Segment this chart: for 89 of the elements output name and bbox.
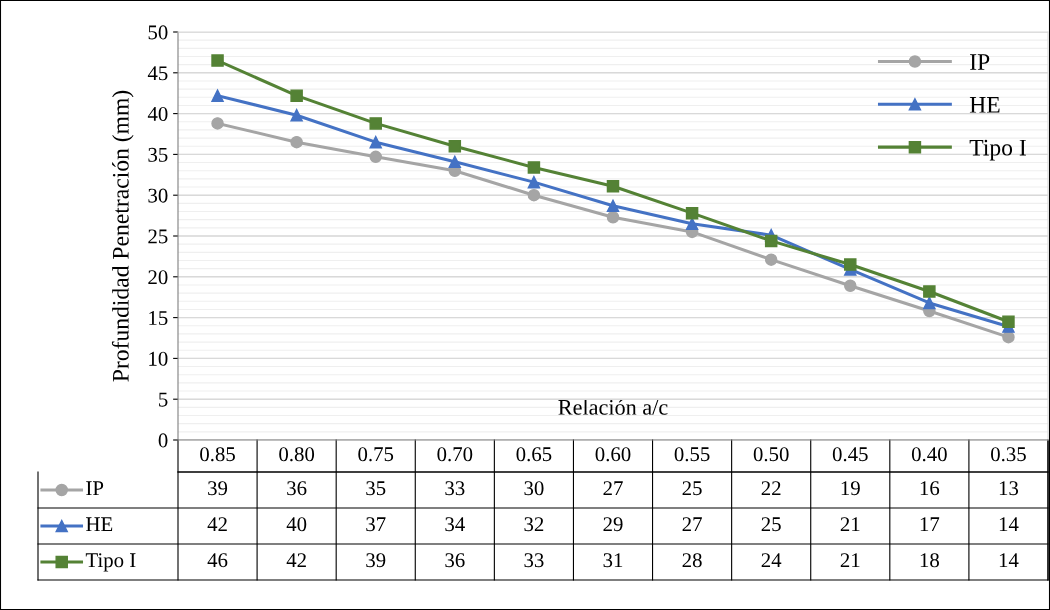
- data-label: 18: [920, 553, 939, 568]
- data-label: 14: [999, 517, 1019, 532]
- data-label: 25: [682, 481, 702, 496]
- legend-label: HE: [969, 97, 1000, 113]
- data-label: 33: [524, 553, 544, 568]
- data-label: 27: [603, 481, 623, 496]
- point: [369, 117, 382, 130]
- y-tick-label: 45: [147, 66, 168, 81]
- point: [685, 217, 699, 231]
- point: [606, 210, 620, 224]
- legend-label: IP: [970, 54, 990, 70]
- x-tick-label: 0.65: [516, 447, 552, 462]
- y-tick-label: 40: [147, 106, 168, 122]
- data-label: 39: [366, 553, 386, 568]
- point: [923, 296, 936, 310]
- y-axis-title: Profundidad Penetración (mm): [111, 90, 134, 382]
- point: [290, 108, 303, 122]
- text: IP: [86, 481, 104, 496]
- legend-label: Tipo I: [969, 139, 1026, 161]
- point: [211, 54, 224, 67]
- data-label: 29: [603, 517, 623, 532]
- data-label: 34: [445, 517, 465, 532]
- x-tick-label: 0.70: [437, 447, 473, 462]
- data-label: 16: [920, 481, 940, 496]
- data-label: 30: [524, 481, 544, 496]
- data-label: 42: [286, 553, 306, 568]
- x-tick-label: 0.80: [279, 447, 315, 462]
- point: [448, 155, 462, 168]
- point: [369, 135, 382, 149]
- data-label: 27: [682, 517, 702, 532]
- data-label: 22: [761, 481, 781, 496]
- data-label: 40: [286, 517, 307, 532]
- data-label: 39: [208, 481, 228, 496]
- data-label: 46: [207, 553, 228, 568]
- data-label: 17: [920, 517, 940, 532]
- point: [527, 175, 541, 189]
- point: [764, 253, 778, 266]
- x-tick-label: 0.75: [358, 447, 394, 462]
- y-tick-label: 0: [158, 433, 168, 448]
- y-tick-label: 30: [148, 188, 168, 203]
- data-label: 24: [761, 553, 782, 568]
- data-label: 37: [366, 517, 386, 532]
- text: Tipo I: [85, 553, 136, 572]
- x-tick-label: 0.40: [911, 447, 947, 462]
- point: [685, 206, 699, 220]
- data-label: 32: [524, 517, 544, 532]
- data-label: 21: [840, 517, 860, 532]
- y-tick-label: 20: [148, 270, 168, 285]
- data-label: 21: [840, 553, 860, 568]
- data-label: 19: [841, 481, 860, 496]
- x-tick-label: 0.85: [200, 447, 235, 462]
- point: [369, 150, 382, 164]
- point: [764, 234, 778, 248]
- data-label: 31: [603, 553, 623, 568]
- point: [606, 179, 620, 193]
- data-label: 33: [445, 481, 465, 496]
- point: [527, 188, 541, 202]
- point: [923, 285, 936, 298]
- point: [290, 135, 303, 149]
- data-label: 36: [445, 553, 465, 568]
- x-tick-label: 0.60: [595, 447, 631, 462]
- data-label: 25: [761, 517, 781, 532]
- data-label: 28: [682, 553, 702, 568]
- y-tick-label: 35: [148, 147, 168, 162]
- y-tick-label: 10: [149, 351, 168, 366]
- point: [1002, 315, 1015, 328]
- y-tick-label: 5: [159, 392, 168, 407]
- point: [844, 279, 857, 293]
- point: [448, 139, 462, 153]
- x-tick-label: 0.50: [753, 447, 789, 462]
- data-label: 36: [287, 481, 307, 496]
- point: [844, 258, 857, 271]
- y-tick-label: 50: [148, 25, 168, 40]
- point: [606, 199, 620, 213]
- x-tick-label: 0.35: [991, 447, 1026, 462]
- y-tick-label: 25: [148, 229, 168, 244]
- x-axis-title: Relación a/c: [558, 399, 668, 415]
- point: [527, 161, 541, 174]
- x-tick-label: 0.55: [674, 447, 710, 462]
- text: HE: [86, 517, 113, 532]
- x-tick-label: 0.45: [832, 447, 868, 462]
- y-tick-label: 15: [149, 311, 168, 326]
- data-label: 14: [999, 553, 1019, 568]
- point: [290, 89, 303, 102]
- data-label: 35: [366, 481, 386, 496]
- data-label: 13: [999, 481, 1019, 496]
- data-label: 42: [207, 517, 227, 532]
- point: [211, 89, 224, 102]
- point: [211, 117, 224, 130]
